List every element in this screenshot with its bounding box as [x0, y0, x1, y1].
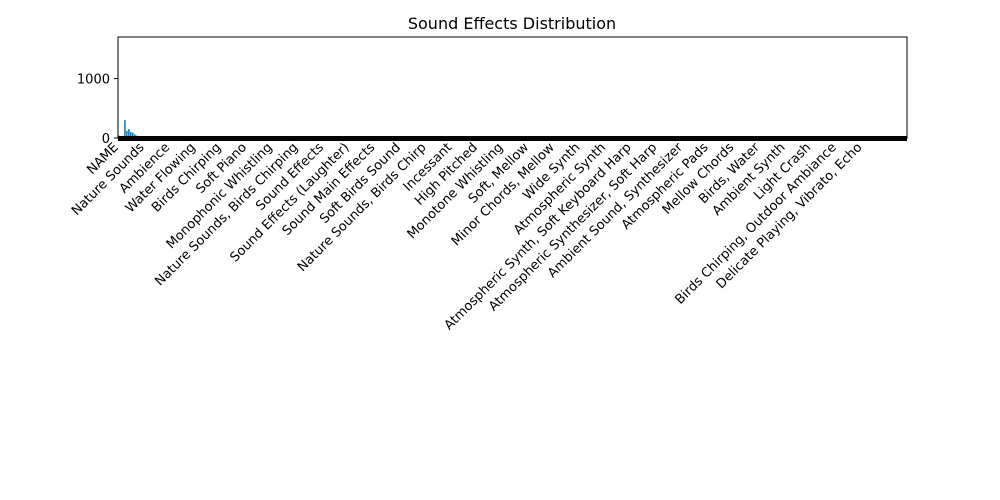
bar — [126, 130, 128, 138]
y-tick-label: 1000 — [77, 73, 110, 88]
bar — [130, 132, 132, 138]
y-tick-label: 0 — [102, 132, 110, 147]
y-axis: 0 1000 — [77, 73, 118, 147]
bar-series — [118, 120, 907, 138]
bar — [132, 132, 134, 138]
bar — [128, 129, 130, 138]
chart-title: Sound Effects Distribution — [408, 14, 616, 33]
plot-frame — [117, 36, 908, 139]
bar — [124, 120, 126, 138]
